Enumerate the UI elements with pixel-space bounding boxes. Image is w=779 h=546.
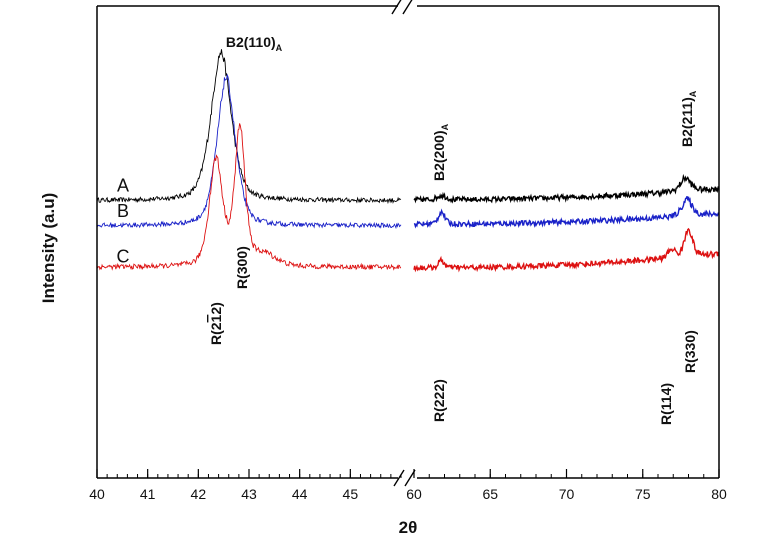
x-tick-label: 75 [635, 486, 651, 502]
peak-label: B2(110)A [226, 34, 283, 53]
chart-labels: B2(110)A B2(200)A B2(211)A R(212) R(300) R(22… [208, 34, 698, 425]
series-B-line-seg2 [413, 195, 720, 229]
plot-frame [96, 0, 720, 487]
series-A-line-seg2 [413, 173, 720, 204]
series-label-B: B [117, 201, 129, 221]
peak-label: B2(211)A [679, 90, 698, 147]
x-tick-label: 65 [482, 486, 498, 502]
x-tick-label: 41 [140, 486, 156, 502]
peak-label: R(300) [234, 246, 250, 289]
series-C-line-seg2 [413, 227, 720, 273]
series-layer: AB C [96, 49, 720, 273]
peak-label: R(222) [431, 379, 447, 422]
peak-label: R(212) [208, 302, 224, 345]
x-tick-label: 80 [711, 486, 727, 502]
x-tick-label: 60 [406, 486, 422, 502]
series-B: B [96, 73, 720, 230]
axis-break-mark [391, 0, 402, 15]
series-A-line-seg1 [96, 49, 402, 205]
y-axis-title: Intensity (a.u) [39, 193, 58, 304]
peak-label: R(330) [682, 330, 698, 373]
peak-label: B2(200)A [431, 123, 450, 181]
peak-label: R(114) [658, 383, 674, 425]
series-A: A [96, 49, 720, 205]
x-tick-label: 44 [292, 486, 308, 502]
x-tick-label: 43 [241, 486, 257, 502]
series-C-line-seg1 [96, 123, 402, 271]
series-label-A: A [117, 176, 129, 196]
axis-break-mark [393, 469, 405, 487]
series-B-line-seg1 [96, 73, 402, 230]
series-label-C: C [117, 247, 130, 267]
axis-break-mark [404, 469, 416, 487]
axis-ticks: 40 41 42 43 44 45 60 65 70 75 80 [89, 469, 727, 502]
x-tick-label: 42 [191, 486, 207, 502]
x-axis-title: 2θ [399, 518, 418, 537]
x-tick-label: 70 [559, 486, 575, 502]
axis-break-mark [402, 0, 413, 15]
series-C: C [96, 123, 720, 273]
x-tick-label: 40 [89, 486, 105, 502]
x-tick-label: 45 [343, 486, 359, 502]
